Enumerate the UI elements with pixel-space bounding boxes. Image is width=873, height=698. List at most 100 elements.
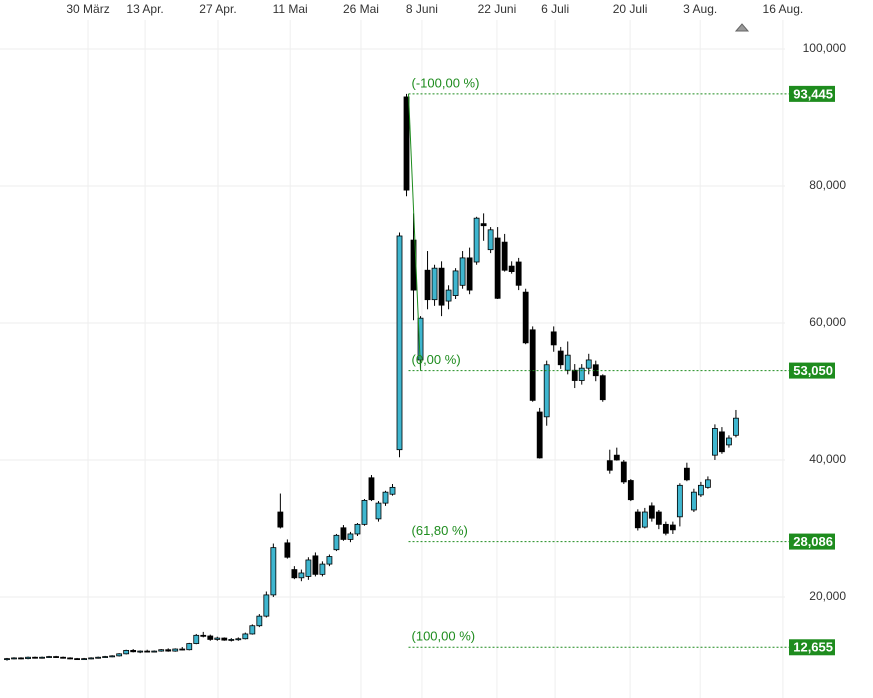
candle-body xyxy=(733,417,739,436)
candle-body xyxy=(326,556,333,565)
x-tick-label: 6 Juli xyxy=(541,2,569,16)
candle-body xyxy=(585,359,592,369)
candle-body xyxy=(655,511,662,525)
candle-body xyxy=(536,411,543,459)
candle-body xyxy=(81,658,88,661)
x-tick-label: 26 Mai xyxy=(343,2,379,16)
candle-body xyxy=(690,491,697,511)
x-tick-label: 3 Aug. xyxy=(683,2,717,16)
candle-body xyxy=(368,477,375,501)
y-tick-label: 100,000 xyxy=(803,41,847,55)
y-tick-label: 20,000 xyxy=(809,589,846,603)
fib-value-label: 53,050 xyxy=(793,363,833,378)
candle-body xyxy=(669,524,676,531)
candle-body xyxy=(235,638,242,641)
fib-badge xyxy=(789,362,835,379)
candle-body xyxy=(263,594,270,617)
home-icon[interactable] xyxy=(734,23,750,32)
fib-value-label: 12,655 xyxy=(793,640,833,655)
candle-body xyxy=(32,656,38,659)
candle-body xyxy=(277,511,284,528)
candle-body xyxy=(312,555,319,575)
candle-body xyxy=(571,369,578,381)
candle-body xyxy=(648,505,655,519)
candle-body xyxy=(60,656,66,659)
x-tick-label: 13 Apr. xyxy=(126,2,163,16)
candle-body xyxy=(186,643,193,651)
candle-body xyxy=(165,649,172,652)
candle-body xyxy=(424,269,431,301)
candle-body xyxy=(578,367,585,381)
candle-body xyxy=(452,270,459,296)
candle-body xyxy=(389,486,396,495)
candle-body xyxy=(557,350,564,366)
candle-body xyxy=(403,96,410,191)
candle-body xyxy=(242,633,249,640)
candle-body xyxy=(74,658,80,661)
candle-body xyxy=(613,454,620,461)
candle-body xyxy=(333,534,340,551)
candle-body xyxy=(726,437,732,446)
candle-body xyxy=(396,235,403,451)
x-tick-label: 8 Juni xyxy=(406,2,438,16)
candle-body xyxy=(123,649,130,655)
candle-body xyxy=(431,267,438,301)
candle-body xyxy=(221,637,228,641)
candle-body xyxy=(284,542,291,558)
candle-body xyxy=(144,650,151,653)
candle-body xyxy=(256,615,263,627)
fib-percent: (61,80 %) xyxy=(412,523,468,538)
candle-body xyxy=(683,467,690,481)
candle-body xyxy=(550,331,557,346)
candle-body xyxy=(543,364,550,418)
fib-badge xyxy=(789,85,835,102)
candle-body xyxy=(109,655,116,658)
candle-body xyxy=(466,257,473,291)
candle-body xyxy=(67,657,73,660)
candle-body xyxy=(18,657,24,660)
candle-body xyxy=(39,656,45,659)
candle-body xyxy=(207,635,214,640)
fib-percent: (100,00 %) xyxy=(412,629,476,644)
x-tick-label: 11 Mai xyxy=(273,2,308,16)
candle-body xyxy=(270,547,277,596)
x-tick-label: 20 Juli xyxy=(613,2,648,16)
candle-body xyxy=(697,484,704,496)
candle-body xyxy=(361,499,368,525)
candle-body xyxy=(11,657,17,660)
candle-body xyxy=(130,649,137,653)
candle-body xyxy=(382,491,389,504)
candle-body xyxy=(473,217,480,263)
candle-body xyxy=(620,461,627,483)
x-tick-label: 30 März xyxy=(66,2,109,16)
candle-body xyxy=(494,237,501,299)
y-tick-label: 40,000 xyxy=(809,452,846,466)
x-tick-label: 27 Apr. xyxy=(199,2,236,16)
candle-body xyxy=(347,533,354,540)
candle-body xyxy=(116,653,123,657)
trend-line xyxy=(408,93,422,371)
x-tick-label: 16 Aug. xyxy=(763,2,804,16)
candle-body xyxy=(354,523,361,535)
candle-body xyxy=(340,527,347,540)
candle-body xyxy=(627,480,634,501)
candle-body xyxy=(298,572,305,579)
candle-body xyxy=(641,511,648,528)
fib-value-label: 28,086 xyxy=(793,534,833,549)
candle-body xyxy=(676,484,683,518)
candle-body xyxy=(46,656,52,658)
candle-body xyxy=(200,634,207,637)
candle-body xyxy=(438,267,445,306)
fib-percent: (0,00 %) xyxy=(412,352,461,367)
candle-body xyxy=(158,649,165,652)
y-tick-label: 80,000 xyxy=(809,178,846,192)
candle-body xyxy=(95,656,102,659)
candle-body xyxy=(172,648,179,652)
candle-body xyxy=(719,431,725,453)
candle-body xyxy=(564,354,571,371)
candle-body xyxy=(88,657,95,660)
candle-body xyxy=(606,460,613,471)
y-tick-label: 60,000 xyxy=(809,315,846,329)
candle-body xyxy=(228,639,235,641)
candle-body xyxy=(705,479,711,488)
